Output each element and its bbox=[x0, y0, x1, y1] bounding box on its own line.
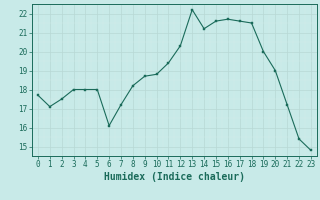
X-axis label: Humidex (Indice chaleur): Humidex (Indice chaleur) bbox=[104, 172, 245, 182]
